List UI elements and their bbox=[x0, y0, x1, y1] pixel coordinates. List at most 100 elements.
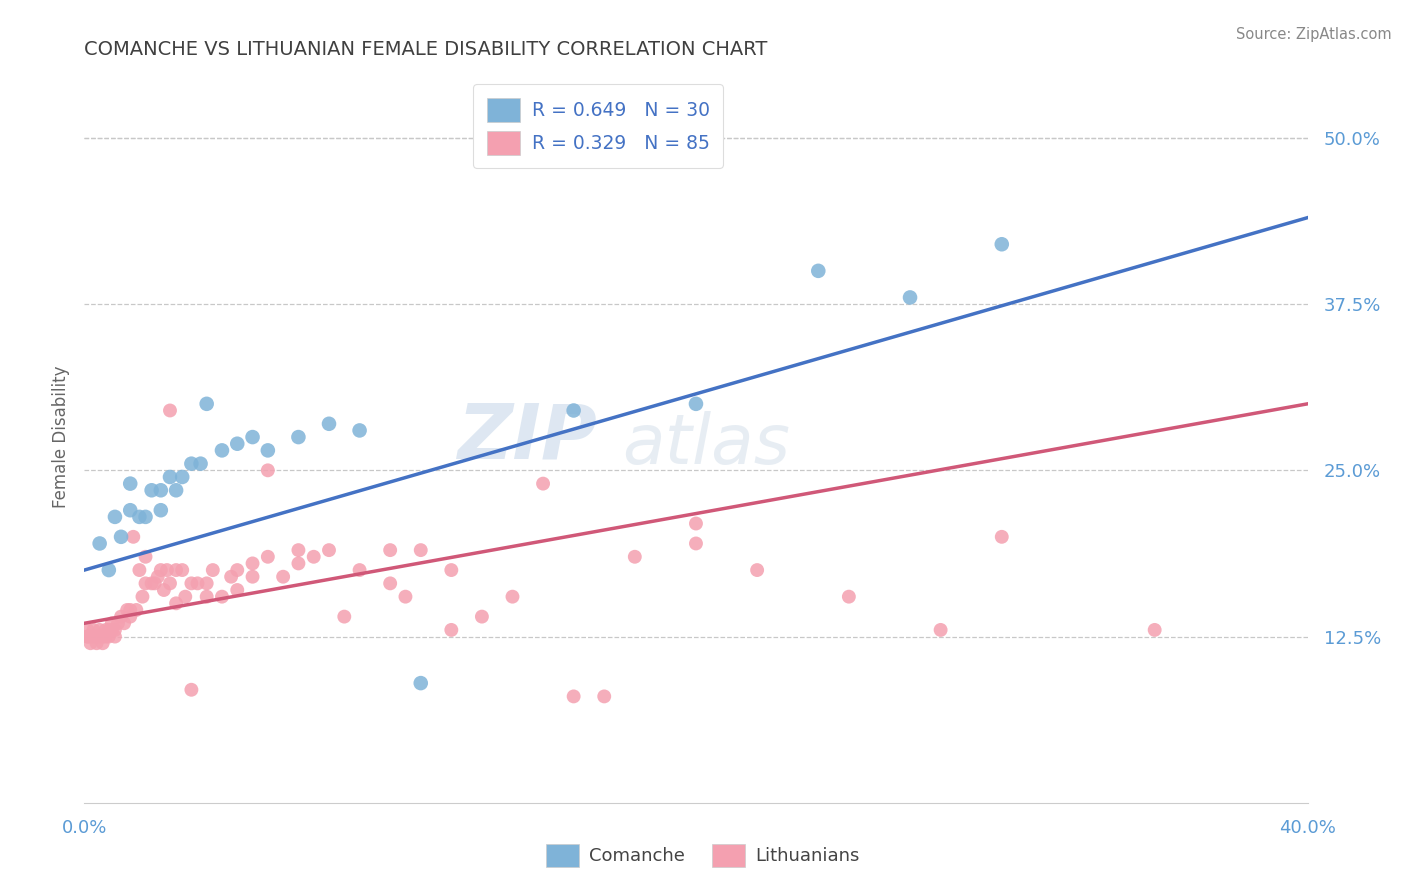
Point bbox=[195, 397, 218, 411]
Point bbox=[257, 443, 280, 458]
Point bbox=[120, 609, 142, 624]
Point bbox=[94, 630, 117, 644]
Point bbox=[149, 563, 172, 577]
Point bbox=[120, 476, 142, 491]
Point bbox=[380, 576, 402, 591]
Point bbox=[94, 623, 117, 637]
Point bbox=[195, 576, 218, 591]
Point bbox=[120, 603, 142, 617]
Point bbox=[409, 676, 432, 690]
Point bbox=[257, 463, 280, 477]
Point bbox=[146, 570, 169, 584]
Point bbox=[79, 636, 101, 650]
Point bbox=[159, 576, 181, 591]
Point bbox=[165, 483, 187, 498]
Point bbox=[104, 509, 127, 524]
Point bbox=[165, 596, 187, 610]
Point bbox=[440, 623, 463, 637]
Point bbox=[110, 609, 132, 624]
Point bbox=[807, 264, 830, 278]
Point bbox=[349, 563, 371, 577]
Point bbox=[156, 563, 179, 577]
Point bbox=[685, 397, 707, 411]
Point bbox=[226, 563, 249, 577]
Point bbox=[128, 509, 150, 524]
Point bbox=[107, 616, 129, 631]
Text: ZIP: ZIP bbox=[458, 401, 598, 474]
Point bbox=[186, 576, 208, 591]
Point bbox=[318, 417, 340, 431]
Text: Source: ZipAtlas.com: Source: ZipAtlas.com bbox=[1236, 27, 1392, 42]
Point bbox=[991, 530, 1014, 544]
Point bbox=[89, 536, 111, 550]
Point bbox=[685, 516, 707, 531]
Point bbox=[242, 570, 264, 584]
Point bbox=[89, 630, 111, 644]
Point bbox=[76, 630, 98, 644]
Point bbox=[562, 690, 585, 704]
Point bbox=[149, 503, 172, 517]
Text: atlas: atlas bbox=[623, 411, 790, 478]
Point bbox=[89, 623, 111, 637]
Point bbox=[271, 570, 294, 584]
Point bbox=[104, 630, 127, 644]
Point bbox=[97, 623, 120, 637]
Point bbox=[242, 557, 264, 571]
Point bbox=[112, 616, 135, 631]
Point bbox=[211, 590, 233, 604]
Point bbox=[76, 623, 98, 637]
Point bbox=[471, 609, 494, 624]
Point bbox=[226, 582, 249, 597]
Point bbox=[86, 636, 108, 650]
Point bbox=[131, 590, 153, 604]
Point bbox=[287, 557, 309, 571]
Point bbox=[287, 543, 309, 558]
Point bbox=[91, 630, 114, 644]
Point bbox=[165, 563, 187, 577]
Point bbox=[120, 503, 142, 517]
Point bbox=[180, 457, 202, 471]
Point bbox=[135, 549, 157, 564]
Legend: R = 0.649   N = 30, R = 0.329   N = 85: R = 0.649 N = 30, R = 0.329 N = 85 bbox=[474, 85, 723, 169]
Point bbox=[201, 563, 224, 577]
Point bbox=[101, 623, 124, 637]
Point bbox=[159, 470, 181, 484]
Point bbox=[440, 563, 463, 577]
Point bbox=[180, 576, 202, 591]
Point bbox=[83, 623, 105, 637]
Point bbox=[141, 483, 163, 498]
Point bbox=[226, 436, 249, 450]
Point bbox=[122, 530, 145, 544]
Point bbox=[115, 603, 138, 617]
Point bbox=[257, 549, 280, 564]
Point bbox=[153, 582, 176, 597]
Point bbox=[180, 682, 202, 697]
Point bbox=[747, 563, 769, 577]
Point bbox=[838, 590, 860, 604]
Point bbox=[128, 563, 150, 577]
Point bbox=[101, 616, 124, 631]
Point bbox=[898, 290, 921, 304]
Point bbox=[318, 543, 340, 558]
Point bbox=[174, 590, 197, 604]
Text: COMANCHE VS LITHUANIAN FEMALE DISABILITY CORRELATION CHART: COMANCHE VS LITHUANIAN FEMALE DISABILITY… bbox=[84, 39, 768, 59]
Point bbox=[86, 630, 108, 644]
Point bbox=[83, 630, 105, 644]
Point bbox=[333, 609, 356, 624]
Point bbox=[562, 403, 585, 417]
Point bbox=[125, 603, 148, 617]
Point bbox=[195, 590, 218, 604]
Point bbox=[159, 403, 181, 417]
Point bbox=[991, 237, 1014, 252]
Point bbox=[502, 590, 524, 604]
Point bbox=[302, 549, 325, 564]
Point bbox=[593, 690, 616, 704]
Point bbox=[380, 543, 402, 558]
Point bbox=[91, 636, 114, 650]
Point bbox=[190, 457, 212, 471]
Point bbox=[172, 563, 194, 577]
Legend: Comanche, Lithuanians: Comanche, Lithuanians bbox=[538, 837, 868, 874]
Y-axis label: Female Disability: Female Disability bbox=[52, 366, 70, 508]
Point bbox=[685, 536, 707, 550]
Point bbox=[242, 430, 264, 444]
